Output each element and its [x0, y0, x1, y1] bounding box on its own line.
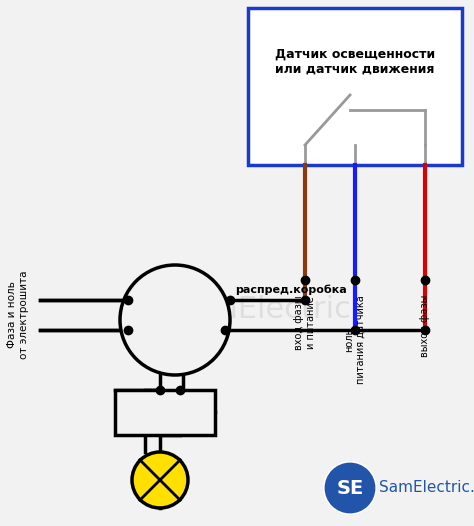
Circle shape — [323, 461, 377, 515]
Circle shape — [132, 452, 188, 508]
Text: вход фазы
и питание: вход фазы и питание — [294, 295, 316, 350]
Text: ноль
питания датчика: ноль питания датчика — [344, 295, 366, 384]
Bar — [115, 390, 215, 435]
Text: SamElectric.ru: SamElectric.ru — [379, 480, 474, 495]
Text: Датчик освещенности
или датчик движения: Датчик освещенности или датчик движения — [275, 48, 435, 76]
Circle shape — [326, 464, 374, 512]
Text: SamElectric: SamElectric — [170, 296, 350, 325]
Circle shape — [120, 265, 230, 375]
Text: распред.коробка: распред.коробка — [235, 285, 347, 295]
Text: SE: SE — [337, 479, 364, 498]
Text: выход фазы: выход фазы — [420, 295, 430, 357]
Text: Фаза и ноль
от электрошита: Фаза и ноль от электрошита — [7, 271, 29, 359]
FancyBboxPatch shape — [248, 8, 462, 165]
